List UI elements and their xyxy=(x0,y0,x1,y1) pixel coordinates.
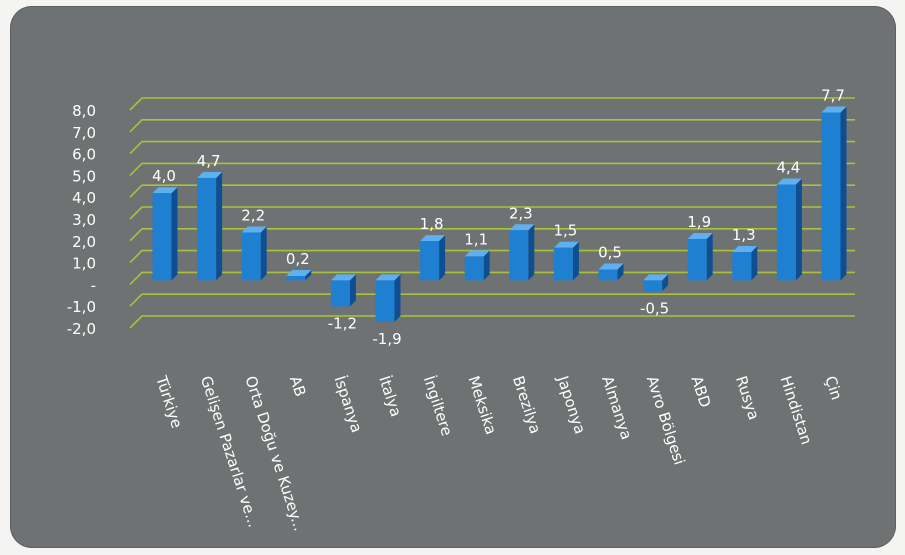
value-label: 1,9 xyxy=(687,213,711,231)
x-tick-label: Avro Bölgesi xyxy=(643,374,689,467)
y-tick-label: 5,0 xyxy=(72,167,96,185)
x-tick-label: Japonya xyxy=(553,373,589,436)
value-labels: 4,0 4,7 2,2 0,2 -1,2 -1,9 1,8 1,1 2,3 1,5 0,5 -0,5 1… xyxy=(152,87,845,348)
gridlines xyxy=(129,97,855,329)
x-tick-label: Çin xyxy=(821,374,846,403)
y-tick-label: 6,0 xyxy=(72,146,96,164)
value-label: -0,5 xyxy=(640,299,669,317)
gridline xyxy=(129,228,855,242)
y-axis-ticks: 8,0 7,0 6,0 5,0 4,0 3,0 2,0 1,0 - -1,0 -2,0 xyxy=(67,102,96,338)
y-tick-label: -2,0 xyxy=(67,320,96,338)
bar-chart: 8,0 7,0 6,0 5,0 4,0 3,0 2,0 1,0 - -1,0 -2,0 4,0 4,7… xyxy=(67,87,855,534)
y-tick-label: - xyxy=(91,276,96,294)
bar xyxy=(375,274,401,322)
gridline xyxy=(129,206,855,220)
value-label: -1,2 xyxy=(328,315,357,333)
x-tick-label: Hindistan xyxy=(777,374,816,447)
y-tick-label: 4,0 xyxy=(72,189,96,207)
value-label: 0,2 xyxy=(286,250,310,268)
bar xyxy=(286,270,312,281)
bar xyxy=(598,263,624,281)
x-tick-label: Meksika xyxy=(464,374,500,437)
x-tick-label: İtalya xyxy=(375,373,406,419)
bar xyxy=(776,178,802,281)
y-tick-label: 3,0 xyxy=(72,211,96,229)
bar xyxy=(420,235,446,281)
y-tick-label: -1,0 xyxy=(67,298,96,316)
value-label: 2,3 xyxy=(509,204,533,222)
bar xyxy=(687,232,713,281)
x-axis-ticks: Türkiye Gelişen Pazarlar ve...Orta Doğu v… xyxy=(152,373,846,534)
y-tick-label: 8,0 xyxy=(72,102,96,120)
chart-card: 8,0 7,0 6,0 5,0 4,0 3,0 2,0 1,0 - -1,0 -2,0 4,0 4,7… xyxy=(10,6,896,548)
gridline xyxy=(129,184,855,198)
bar xyxy=(821,106,847,281)
bars xyxy=(152,106,847,322)
gridline xyxy=(129,162,855,176)
value-label: 0,5 xyxy=(598,244,622,262)
bar xyxy=(732,246,758,281)
x-tick-label: Türkiye xyxy=(152,373,186,431)
value-label: -1,9 xyxy=(372,330,401,348)
value-label: 1,8 xyxy=(420,215,444,233)
x-tick-label: İngiltere xyxy=(420,373,457,438)
value-label: 1,5 xyxy=(553,222,577,240)
bar xyxy=(643,274,669,292)
value-label: 4,0 xyxy=(152,167,176,185)
bar xyxy=(553,241,579,281)
value-label: 1,1 xyxy=(464,230,488,248)
y-tick-label: 7,0 xyxy=(72,124,96,142)
x-tick-label: Brezilya xyxy=(509,374,545,436)
gridline xyxy=(129,293,855,307)
x-tick-label: Rusya xyxy=(732,374,763,422)
value-label: 4,7 xyxy=(197,152,221,170)
value-label: 7,7 xyxy=(821,87,845,105)
x-tick-label: Almanya xyxy=(598,374,635,442)
y-tick-label: 1,0 xyxy=(72,255,96,273)
y-tick-label: 2,0 xyxy=(72,233,96,251)
x-tick-label: ABD xyxy=(687,374,714,410)
gridline xyxy=(129,140,855,155)
bar xyxy=(197,171,223,281)
bar xyxy=(152,187,178,281)
bar xyxy=(509,224,535,281)
gridline xyxy=(129,315,855,329)
gridline xyxy=(129,249,855,264)
value-label: 4,4 xyxy=(776,158,800,176)
x-tick-label: İspanya xyxy=(331,373,367,435)
bar xyxy=(330,274,356,307)
value-label: 2,2 xyxy=(241,206,265,224)
bar xyxy=(241,226,267,281)
value-label: 1,3 xyxy=(732,226,756,244)
x-tick-label: AB xyxy=(286,374,309,399)
bar xyxy=(464,250,490,281)
gridline xyxy=(129,97,855,111)
gridline xyxy=(129,119,855,133)
